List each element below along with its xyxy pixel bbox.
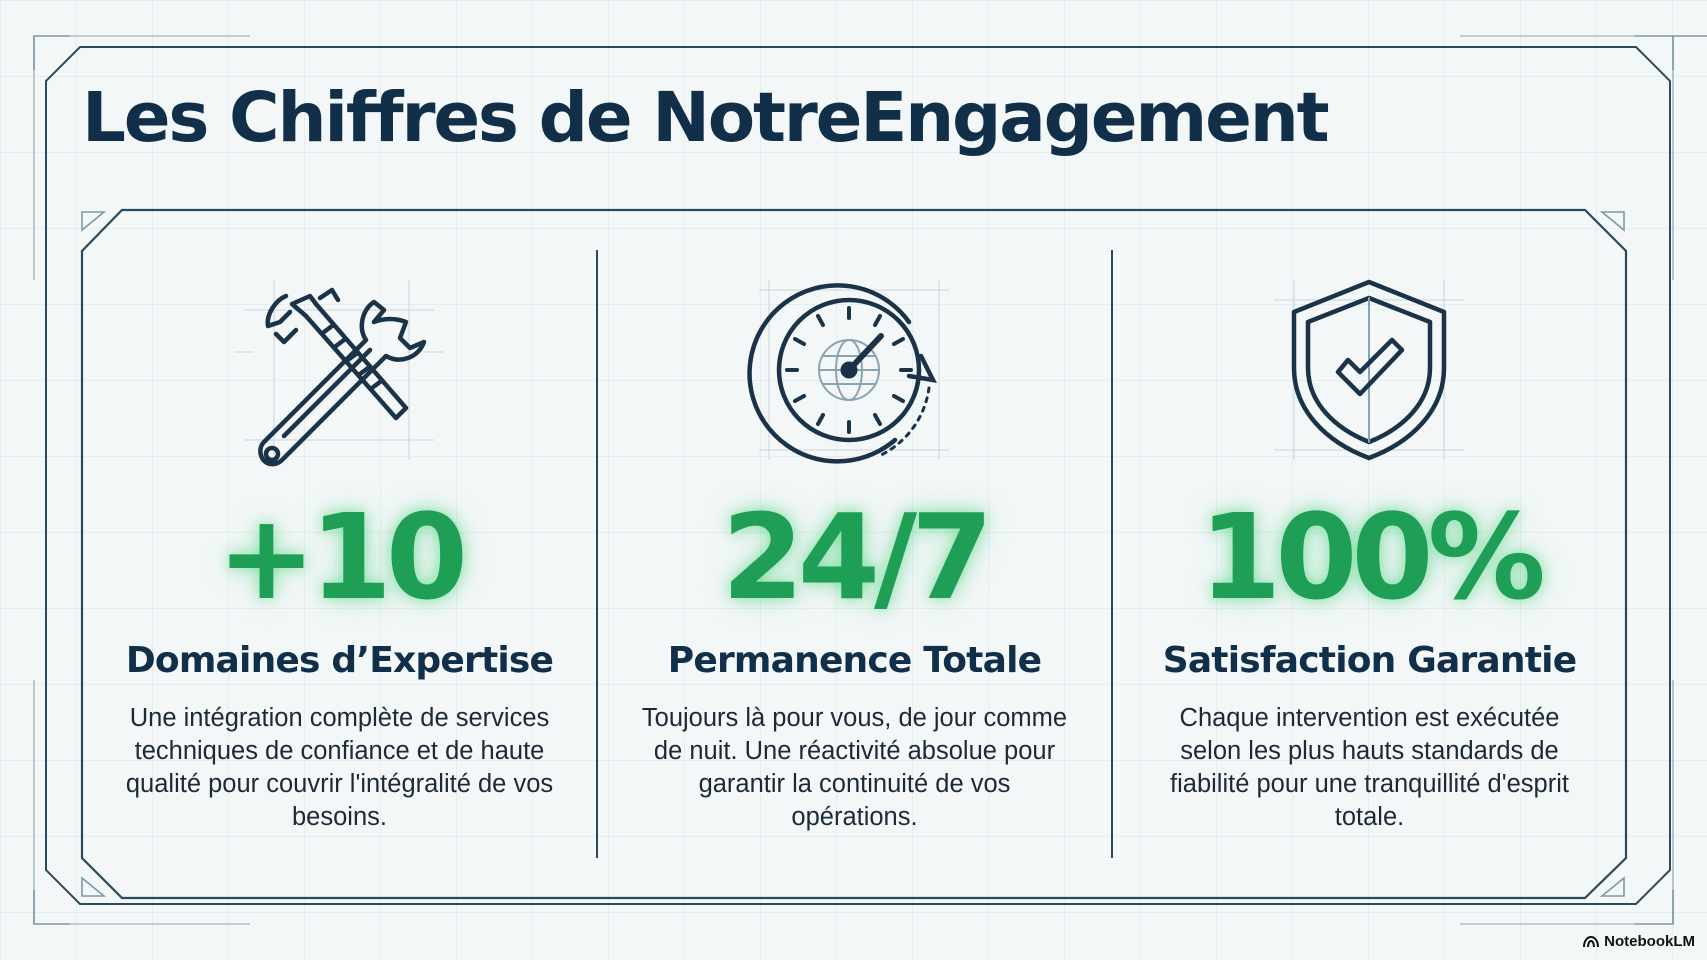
stat-label: Permanence Totale — [667, 640, 1042, 681]
column-divider — [596, 250, 598, 858]
column-divider — [1111, 250, 1113, 858]
page-title: Les Chiffres de NotreEngagement — [82, 78, 1330, 158]
shield-check-icon — [1254, 260, 1484, 480]
brand-name: NotebookLM — [1604, 933, 1695, 950]
clock-icon — [739, 260, 969, 480]
stat-label: Domaines d’Expertise — [125, 640, 554, 681]
stat-card-permanence: 24/7 Permanence Totale Toujours là pour … — [597, 210, 1112, 900]
stat-label: Satisfaction Garantie — [1162, 640, 1577, 681]
stat-description: Chaque intervention est exécutée selon l… — [1170, 704, 1569, 831]
stat-card-expertise: +10 Domaines d’Expertise Une intégration… — [82, 210, 597, 900]
stat-description: Toujours là pour vous, de jour comme de … — [641, 704, 1068, 831]
notebooklm-logo-icon — [1583, 935, 1600, 947]
stats-panel: +10 Domaines d’Expertise Une intégration… — [82, 210, 1627, 900]
stat-value: 24/7 — [721, 488, 993, 626]
stat-description: Une intégration complète de services tec… — [125, 704, 554, 831]
tools-icon — [224, 260, 454, 480]
stat-value: 100% — [1199, 488, 1546, 626]
stat-card-satisfaction: 100% Satisfaction Garantie Chaque interv… — [1112, 210, 1627, 900]
stat-value: +10 — [216, 488, 468, 626]
brand-watermark: NotebookLM — [1583, 933, 1695, 950]
